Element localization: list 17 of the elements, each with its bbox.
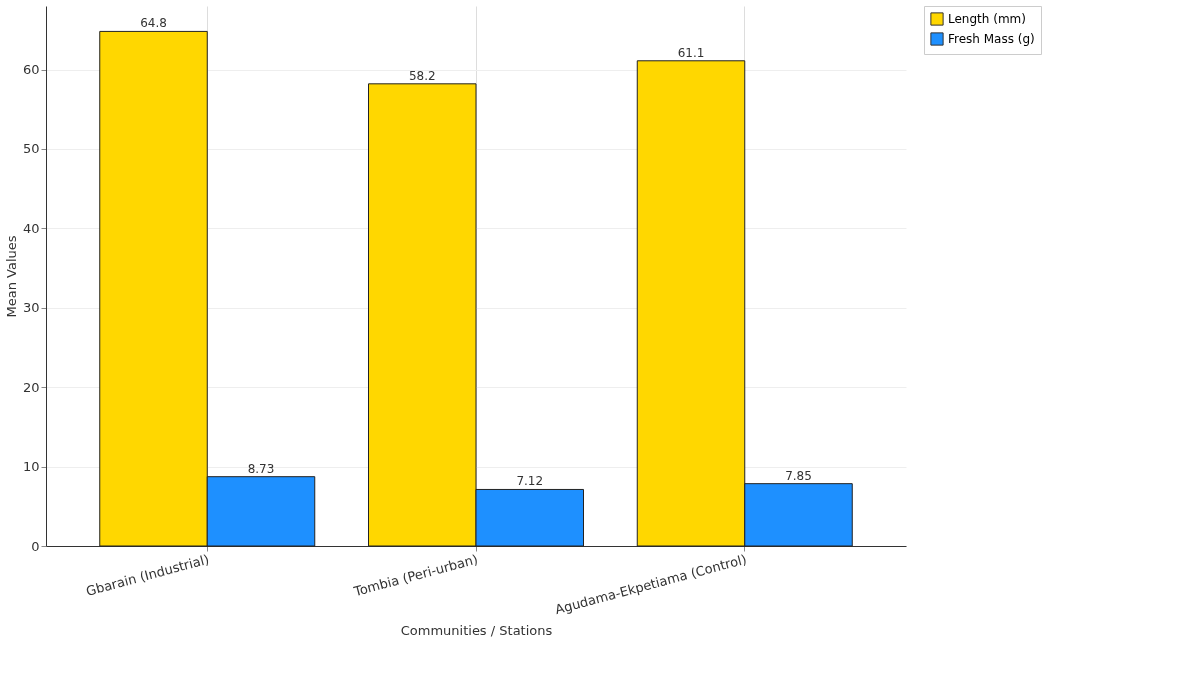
y-tick-label: 0 <box>31 538 40 554</box>
data-label: 8.73 <box>247 461 275 476</box>
y-tick-label: 30 <box>22 300 40 316</box>
y-tick-label: 60 <box>22 62 40 78</box>
y-tick-label: 10 <box>22 459 40 475</box>
y-tick-label: 40 <box>22 220 40 236</box>
legend-label: Length (mm) <box>948 12 1026 26</box>
data-label: 7.85 <box>785 468 812 483</box>
legend-label: Fresh Mass (g) <box>948 32 1035 46</box>
y-tick-label: 50 <box>22 141 40 157</box>
data-label: 61.1 <box>677 45 705 60</box>
data-label: 7.12 <box>516 474 544 489</box>
data-label: 58.2 <box>408 68 436 83</box>
x-axis-title: Communities / Stations <box>400 623 553 639</box>
y-axis-title: Mean Values <box>3 235 19 318</box>
y-tick-label: 20 <box>22 379 40 395</box>
data-label: 64.8 <box>140 16 167 31</box>
